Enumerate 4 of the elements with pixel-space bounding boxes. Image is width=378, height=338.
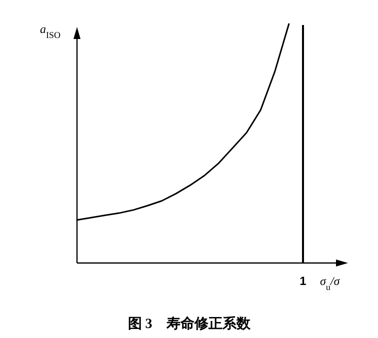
text: 图 3 寿命修正系数 <box>128 316 252 332</box>
x-axis-title: σ$_{u}$/σ <box>320 274 341 292</box>
y-axis-title: a$_{ISO}$ <box>40 22 61 40</box>
text: 1 <box>300 274 307 288</box>
